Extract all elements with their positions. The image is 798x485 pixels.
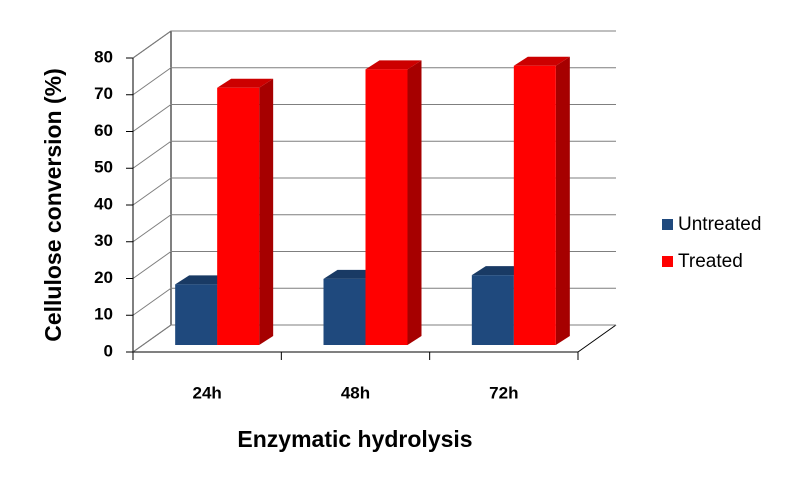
y-tick-label: 30 [94, 231, 113, 250]
grid-line [132, 104, 616, 132]
bar-face [175, 284, 218, 345]
y-tick-label: 20 [94, 268, 113, 287]
bar-face [217, 87, 260, 345]
legend-swatch [662, 256, 673, 267]
y-tick-label: 10 [94, 305, 113, 324]
bar-face [555, 56, 570, 345]
x-axis-title: Enzymatic hydrolysis [237, 426, 472, 452]
y-tick-label: 40 [94, 194, 113, 213]
bar-face [407, 60, 422, 345]
y-tick-label: 0 [104, 341, 113, 360]
legend-swatch [662, 219, 673, 230]
y-axis-title: Cellulose conversion (%) [40, 68, 66, 342]
grid-line [132, 214, 616, 243]
y-tick-label: 50 [94, 158, 113, 177]
bar-face [513, 65, 556, 345]
bar-face [365, 69, 408, 345]
y-tick-label: 60 [94, 121, 113, 140]
x-tick-label: 48h [341, 383, 370, 402]
bar [513, 56, 570, 345]
grid-line [132, 67, 616, 96]
bar-face [513, 56, 570, 66]
bar-face [365, 60, 422, 70]
grid-line [132, 324, 616, 353]
legend-label: Untreated [678, 214, 761, 235]
grid-line [132, 140, 616, 169]
bar [365, 60, 422, 345]
bar-face [323, 278, 366, 345]
grid-line [132, 287, 616, 316]
grid-line [132, 30, 616, 59]
legend-label: Treated [678, 251, 743, 272]
bar-face [217, 78, 274, 88]
bar-face [471, 275, 514, 345]
bar-face [259, 78, 274, 345]
y-tick-label: 80 [94, 47, 113, 66]
y-tick-label: 70 [94, 84, 113, 103]
grid-line [132, 177, 616, 206]
x-tick-label: 72h [489, 383, 518, 402]
bar [217, 78, 274, 345]
grid-line [132, 251, 616, 279]
x-tick-label: 24h [193, 383, 222, 402]
